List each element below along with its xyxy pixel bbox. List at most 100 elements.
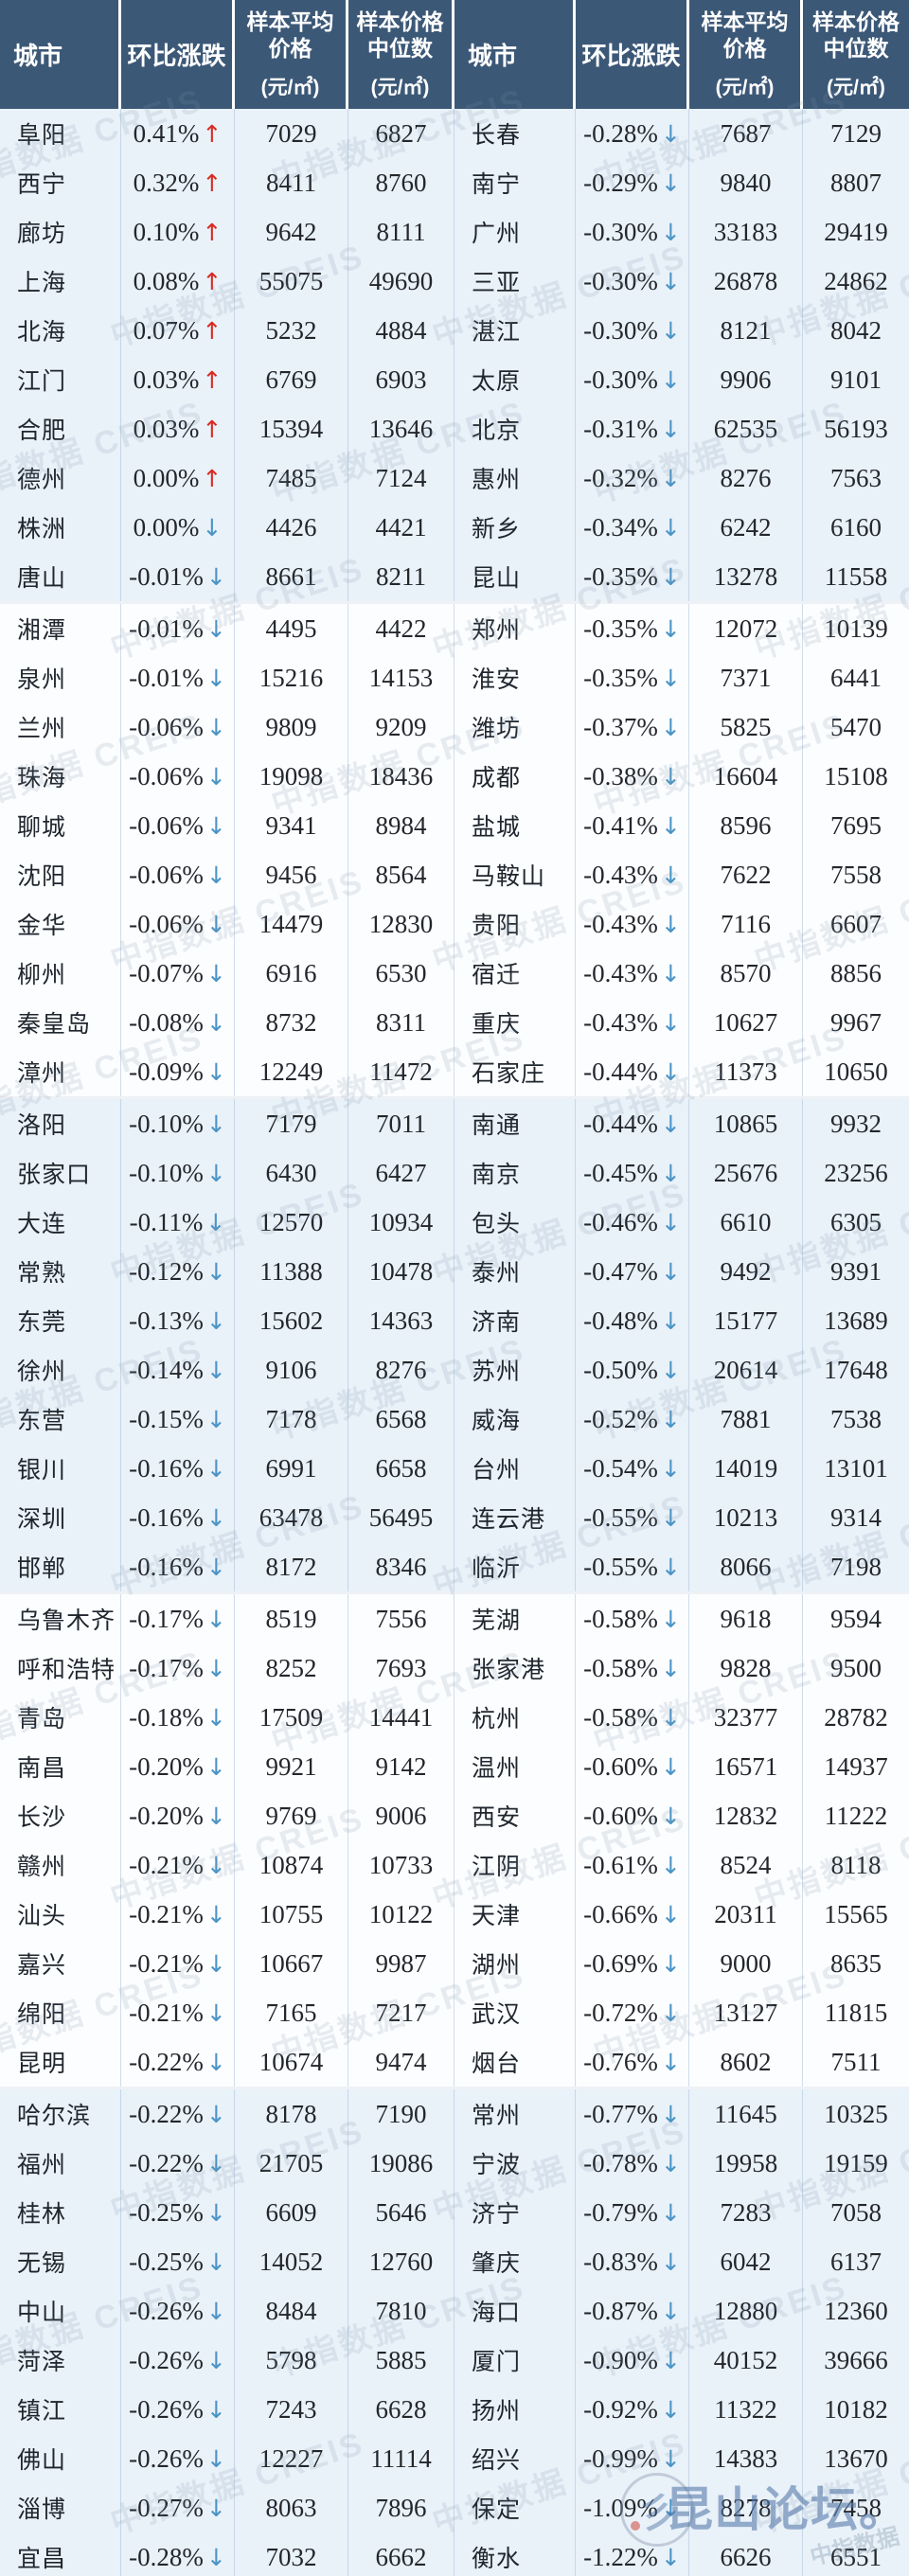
- arrow-down-icon: ↓: [205, 1752, 226, 1781]
- avg-price-cell: 25676: [689, 1148, 803, 1198]
- avg-price-cell: 6430: [235, 1148, 348, 1198]
- city-cell: 济宁: [454, 2188, 576, 2237]
- avg-price-cell: 14052: [235, 2237, 348, 2286]
- table-row: 淮安 -0.35% ↓ 7371 6441: [454, 653, 909, 702]
- city-cell: 泰州: [454, 1247, 576, 1296]
- city-cell: 淮安: [454, 653, 576, 702]
- table-row: 常熟 -0.12% ↓ 11388 10478: [0, 1247, 454, 1296]
- table-row: 湘潭 -0.01% ↓ 4495 4422: [0, 604, 454, 653]
- change-cell: -0.55% ↓: [576, 1493, 689, 1542]
- avg-price-cell: 5825: [689, 702, 803, 752]
- median-price-cell: 13689: [824, 1306, 888, 1335]
- median-price-cell: 7558: [830, 860, 882, 889]
- avg-price-cell: 7243: [235, 2385, 348, 2434]
- table-row: 青岛 -0.18% ↓ 17509 14441: [0, 1693, 454, 1742]
- table-row: 合肥 0.03% ↑ 15394 13646: [0, 404, 454, 453]
- median-price-cell: 9967: [830, 1007, 882, 1037]
- table-row: 天津 -0.66% ↓ 20311 15565: [454, 1890, 909, 1939]
- change-percent: -0.90%: [583, 2345, 658, 2374]
- avg-price-cell: 19958: [689, 2139, 803, 2188]
- change-percent: -0.87%: [583, 2296, 658, 2325]
- median-price-cell: 5470: [830, 712, 882, 741]
- median-price-cell: 7011: [348, 1099, 454, 1148]
- table-row: 汕头 -0.21% ↓ 10755 10122: [0, 1890, 454, 1939]
- city-cell: 宁波: [454, 2139, 576, 2188]
- change-cell: -0.35% ↓: [576, 653, 689, 702]
- city-cell: 合肥: [0, 404, 121, 453]
- change-percent: -0.11%: [129, 1207, 204, 1236]
- city-cell: 珠海: [0, 752, 121, 801]
- avg-price-cell: 10874: [235, 1840, 348, 1890]
- city-cell: 汕头: [0, 1890, 121, 1939]
- avg-price-cell: 8172: [235, 1542, 348, 1591]
- change-cell: -0.30% ↓: [576, 207, 689, 257]
- arrow-down-icon: ↓: [660, 664, 681, 692]
- city-cell: 宿迁: [454, 949, 576, 998]
- avg-price-cell: 11388: [235, 1247, 348, 1296]
- city-cell: 乌鲁木齐: [0, 1594, 121, 1643]
- header-median-line2: 中位数: [823, 36, 889, 62]
- avg-price-cell: 9492: [689, 1247, 803, 1296]
- change-percent: 0.41%: [133, 118, 200, 148]
- change-cell: -0.76% ↓: [576, 2037, 689, 2087]
- change-cell: -0.26% ↓: [121, 2336, 235, 2385]
- change-percent: 0.08%: [133, 266, 200, 295]
- avg-price-cell: 7029: [235, 109, 348, 158]
- change-percent: -0.16%: [129, 1453, 204, 1483]
- median-price-cell: 56495: [348, 1493, 454, 1542]
- table-row: 秦皇岛 -0.08% ↓ 8732 8311: [0, 998, 454, 1047]
- change-cell: -0.06% ↓: [121, 850, 235, 899]
- table-row: 洛阳 -0.10% ↓ 7179 7011: [0, 1099, 454, 1148]
- avg-price-cell: 9106: [235, 1345, 348, 1395]
- change-cell: -0.16% ↓: [121, 1542, 235, 1591]
- avg-price-cell: 16604: [689, 752, 803, 801]
- change-percent: 0.07%: [133, 315, 200, 345]
- change-percent: -0.66%: [583, 1899, 658, 1928]
- change-percent: -0.06%: [129, 860, 204, 889]
- avg-price-cell: 7371: [689, 653, 803, 702]
- arrow-up-icon: ↑: [202, 218, 223, 246]
- table-row: 长春 -0.28% ↓ 7687 7129: [454, 109, 909, 158]
- city-cell: 兰州: [0, 702, 121, 752]
- city-cell: 海口: [454, 2286, 576, 2336]
- change-percent: -0.26%: [129, 2394, 204, 2424]
- table-row: 威海 -0.52% ↓ 7881 7538: [454, 1395, 909, 1444]
- city-cell: 衡水: [454, 2532, 576, 2576]
- change-percent: -0.06%: [129, 810, 204, 840]
- right-table-header: 城市 环比涨跌 样本平均 价格 (元/㎡) 样本价格 中位数 (元/㎡): [454, 0, 909, 109]
- change-percent: -1.22%: [583, 2542, 658, 2571]
- city-cell: 泉州: [0, 653, 121, 702]
- median-price-cell: 6305: [830, 1207, 882, 1236]
- avg-price-cell: 9456: [235, 850, 348, 899]
- median-price-cell: 15108: [824, 761, 888, 791]
- median-price-cell: 7217: [348, 1988, 454, 2037]
- arrow-up-icon: ↑: [202, 365, 223, 394]
- city-cell: 银川: [0, 1444, 121, 1493]
- header-city: 城市: [0, 0, 121, 109]
- table-row: 苏州 -0.50% ↓ 20614 17648: [454, 1345, 909, 1395]
- table-row: 重庆 -0.43% ↓ 10627 9967: [454, 998, 909, 1047]
- change-percent: -0.77%: [583, 2099, 658, 2128]
- city-cell: 肇庆: [454, 2237, 576, 2286]
- median-price-cell: 4422: [348, 604, 454, 653]
- change-cell: -0.77% ↓: [576, 2089, 689, 2139]
- table-row: 西宁 0.32% ↑ 8411 8760: [0, 158, 454, 207]
- change-percent: 0.00%: [133, 512, 200, 542]
- change-cell: -0.60% ↓: [576, 1742, 689, 1791]
- city-cell: 聊城: [0, 801, 121, 850]
- change-cell: -0.58% ↓: [576, 1643, 689, 1693]
- arrow-down-icon: ↓: [205, 1208, 226, 1236]
- median-price-cell: 8311: [348, 998, 454, 1047]
- avg-price-cell: 55075: [235, 257, 348, 306]
- median-price-cell: 11472: [348, 1047, 454, 1096]
- arrow-down-icon: ↓: [660, 1405, 681, 1433]
- table-row: 新乡 -0.34% ↓ 6242 6160: [454, 503, 909, 552]
- change-percent: -0.29%: [583, 168, 658, 197]
- median-price-cell: 6607: [830, 909, 882, 938]
- change-cell: -0.25% ↓: [121, 2188, 235, 2237]
- city-cell: 秦皇岛: [0, 998, 121, 1047]
- arrow-down-icon: ↓: [205, 1703, 226, 1732]
- change-cell: -1.22% ↓: [576, 2532, 689, 2576]
- avg-price-cell: 9341: [235, 801, 348, 850]
